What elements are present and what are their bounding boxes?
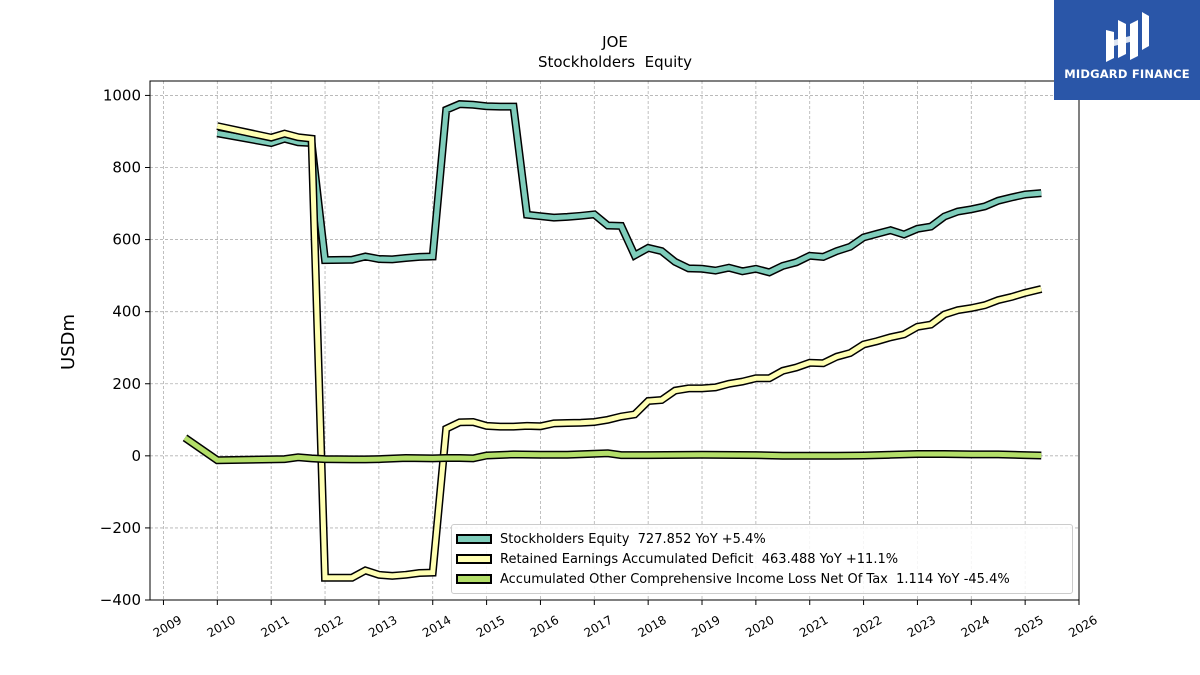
x-tick-label: 2009 [151,613,184,640]
legend-item-stockholders-equity: Stockholders Equity 727.852 YoY +5.4% [452,529,766,549]
series-line-retained-earnings [216,123,1042,581]
legend-swatch [456,574,492,584]
brand-name: MIDGARD FINANCE [1064,67,1190,81]
x-tick-label: 2021 [797,613,830,640]
legend-item-aoci: Accumulated Other Comprehensive Income L… [452,569,1010,589]
plot-frame [149,80,1080,601]
legend-swatch [456,534,492,544]
x-tick-label: 2020 [743,613,776,640]
x-tick-label: 2016 [528,613,561,640]
y-tick-label: 400 [112,303,141,321]
brand-logo: MIDGARD FINANCE [1054,0,1200,100]
x-tick-label: 2018 [635,613,668,640]
legend-label: Retained Earnings Accumulated Deficit 46… [500,551,899,567]
y-tick-label: 200 [112,375,141,393]
chart-title: JOE [601,33,628,51]
legend: Stockholders Equity 727.852 YoY +5.4% Re… [451,524,1073,594]
x-tick-label: 2013 [366,613,399,640]
y-tick-label: 600 [112,231,141,249]
x-tick-label: 2014 [420,613,453,640]
x-tick-label: 2012 [312,613,345,640]
x-tick-label: 2010 [205,613,238,640]
x-tick-label: 2023 [905,613,938,640]
x-tick-label: 2024 [959,613,992,640]
chart-subtitle: Stockholders Equity [538,53,692,71]
x-tick-label: 2025 [1012,613,1045,640]
x-tick-label: 2011 [258,613,291,640]
series-layer [182,100,1043,582]
legend-swatch [456,554,492,564]
x-tick-label: 2022 [851,613,884,640]
logo-mark-icon [1106,12,1149,62]
legend-label: Stockholders Equity 727.852 YoY +5.4% [500,531,766,547]
legend-item-retained-earnings: Retained Earnings Accumulated Deficit 46… [452,549,898,569]
y-axis-label: USDm [58,314,79,370]
y-tick-label: −400 [100,591,141,609]
series-line-aoci [183,435,1042,463]
x-tick-label: 2015 [474,613,507,640]
y-tick-label: 0 [131,447,141,465]
x-tick-label: 2017 [582,613,615,640]
legend-label: Accumulated Other Comprehensive Income L… [500,571,1010,587]
y-tick-label: 800 [112,159,141,177]
grid-lines [150,81,1080,601]
series-line-stockholders-equity [216,101,1042,276]
x-tick-label: 2019 [689,613,722,640]
x-tick-label: 2026 [1066,613,1099,640]
y-tick-label: −200 [100,519,141,537]
y-tick-label: 1000 [103,86,141,104]
